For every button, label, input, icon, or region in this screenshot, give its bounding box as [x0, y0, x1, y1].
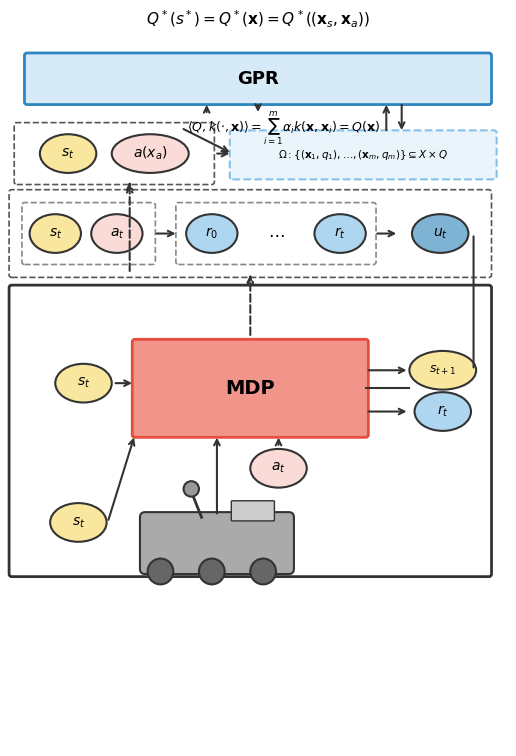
Circle shape	[184, 481, 199, 497]
FancyBboxPatch shape	[14, 122, 214, 184]
Circle shape	[199, 559, 224, 584]
FancyBboxPatch shape	[22, 203, 155, 265]
Circle shape	[148, 559, 173, 584]
Text: MDP: MDP	[225, 379, 275, 398]
Text: $Q^*(s^*) = Q^*(\mathbf{x}) = Q^*((\mathbf{x}_s, \mathbf{x}_a))$: $Q^*(s^*) = Q^*(\mathbf{x}) = Q^*((\math…	[146, 9, 370, 30]
Text: $r_t$: $r_t$	[334, 226, 346, 241]
Text: $\cdots$: $\cdots$	[268, 225, 284, 243]
Text: $u_t$: $u_t$	[433, 226, 448, 240]
Ellipse shape	[412, 214, 469, 253]
Text: GPR: GPR	[237, 70, 279, 88]
Text: $s_{t+1}$: $s_{t+1}$	[429, 364, 457, 376]
FancyBboxPatch shape	[176, 203, 376, 265]
Text: $s_t$: $s_t$	[49, 226, 62, 240]
Text: $r_0$: $r_0$	[205, 226, 218, 241]
Text: $s_t$: $s_t$	[72, 516, 85, 530]
Text: 🛸: 🛸	[202, 519, 232, 567]
Ellipse shape	[250, 449, 307, 488]
Text: $s_t$: $s_t$	[61, 147, 75, 161]
Ellipse shape	[91, 214, 142, 253]
FancyBboxPatch shape	[132, 339, 368, 437]
Text: $a_t$: $a_t$	[271, 461, 286, 476]
FancyBboxPatch shape	[230, 130, 496, 179]
Circle shape	[250, 559, 276, 584]
Ellipse shape	[40, 135, 96, 173]
Text: $a(x_a)$: $a(x_a)$	[133, 145, 168, 163]
FancyBboxPatch shape	[140, 512, 294, 574]
FancyBboxPatch shape	[231, 500, 275, 521]
Ellipse shape	[55, 364, 112, 402]
Ellipse shape	[414, 392, 471, 431]
Text: $\langle Q, k(\cdot, \mathbf{x}) \rangle = \sum_{i=1}^{m} \alpha_i k(\mathbf{x},: $\langle Q, k(\cdot, \mathbf{x}) \rangle…	[187, 109, 380, 147]
FancyBboxPatch shape	[24, 53, 492, 104]
Ellipse shape	[314, 214, 366, 253]
FancyBboxPatch shape	[9, 285, 492, 577]
Text: $a_t$: $a_t$	[109, 226, 124, 240]
Ellipse shape	[112, 135, 189, 173]
Text: $r_t$: $r_t$	[437, 404, 449, 420]
Ellipse shape	[29, 214, 81, 253]
Text: $\Omega : \{(\mathbf{x}_1, q_1), \ldots, (\mathbf{x}_m, q_m)\} \subseteq X \time: $\Omega : \{(\mathbf{x}_1, q_1), \ldots,…	[278, 148, 448, 162]
Ellipse shape	[50, 503, 107, 542]
Text: $s_t$: $s_t$	[77, 376, 90, 390]
Ellipse shape	[186, 214, 237, 253]
Ellipse shape	[409, 351, 476, 389]
FancyBboxPatch shape	[9, 190, 492, 277]
